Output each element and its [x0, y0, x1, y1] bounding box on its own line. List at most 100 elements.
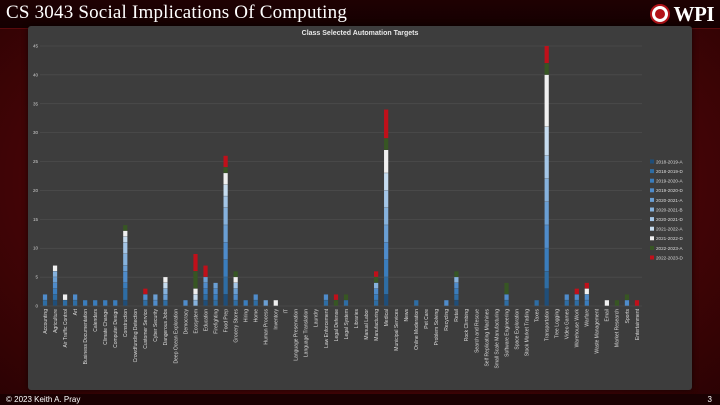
x-tick-label: Human Process — [264, 309, 270, 345]
bar-segment — [253, 300, 258, 306]
bar-segment — [544, 271, 549, 289]
bar-segment — [52, 265, 58, 272]
bar-segment — [384, 138, 389, 150]
bar-segment — [213, 282, 218, 289]
bar-segment — [52, 288, 58, 295]
bar-segment — [203, 265, 208, 277]
bar-segment — [384, 109, 389, 139]
bar-segment — [574, 288, 579, 295]
bar-segment — [93, 300, 98, 306]
x-tick-label: Market Research — [615, 309, 621, 347]
x-tick-label: Food Prep — [223, 309, 229, 333]
page-number: 3 — [707, 395, 712, 404]
x-tick-label: Language Translation — [304, 309, 310, 357]
bar-segment — [233, 294, 238, 300]
bar-segment — [193, 300, 198, 306]
bar-segment — [52, 282, 58, 289]
x-tick-label: Self Replicating Machines — [484, 309, 490, 367]
wpi-logo: WPI — [649, 1, 715, 26]
x-tick-label: Dangerous Jobs — [163, 309, 169, 346]
bar-segment — [544, 155, 549, 179]
bar-segment — [384, 259, 389, 277]
bar-segment — [384, 207, 389, 225]
x-tick-label: Education — [203, 309, 209, 331]
x-tick-label: Video Games — [565, 309, 571, 340]
bar-segment — [544, 248, 549, 272]
bar-segment — [534, 300, 539, 306]
legend-label: 2020-2021-A — [656, 198, 683, 203]
x-tick-label: Sports — [625, 309, 631, 324]
bar-segment — [203, 277, 208, 283]
bar-segment — [323, 294, 329, 300]
x-tick-label: Legal Defense — [334, 309, 340, 341]
bar-segment — [444, 300, 449, 306]
bar-segment — [263, 300, 268, 306]
chart-panel: Class Selected Automation Targets 0 5 10 15… — [28, 26, 692, 390]
bar-segment — [634, 300, 640, 306]
bar-segment — [454, 294, 459, 300]
stacked-bar-chart: 0 5 10 15 20 25 30 35 40 45 Accounting Agriculture A… — [33, 44, 684, 369]
bar-segment — [233, 288, 238, 295]
x-tick-label: Retail — [454, 309, 460, 322]
bar-segment — [203, 282, 208, 289]
y-tick-label: 10 — [33, 246, 39, 251]
bar-segment — [193, 294, 198, 300]
bar-segment — [374, 294, 379, 300]
bar-segment — [604, 300, 609, 306]
bar-segment — [163, 277, 168, 283]
x-tick-label: Space Exploration — [514, 309, 520, 350]
x-tick-label: Business Documentation — [83, 309, 89, 365]
logo-text: WPI — [673, 1, 715, 26]
x-tick-label: Calendars — [93, 309, 99, 332]
bar-segment — [584, 288, 589, 295]
bar-segment — [203, 294, 208, 300]
bar-segment — [163, 300, 168, 306]
bar-segment — [193, 288, 198, 295]
bar-segment — [273, 300, 278, 306]
legend-label: 2019-2020-D — [656, 188, 683, 193]
slide-title: CS 3043 Social Implications Of Computing — [6, 2, 348, 23]
x-tick-label: IT — [284, 309, 290, 313]
x-tick-label: Medical — [384, 309, 390, 326]
bar-segment — [83, 300, 88, 306]
bar-segment — [233, 277, 238, 283]
x-tick-label: Deep Ocean Exploration — [173, 309, 179, 364]
bar-segment — [223, 207, 228, 225]
bar-segment — [374, 300, 379, 306]
legend-swatch — [650, 159, 654, 164]
bar-segment — [223, 167, 228, 173]
bar-segment — [223, 155, 228, 168]
bar-segment — [374, 282, 379, 289]
bar-segment — [564, 300, 569, 306]
bar-segment — [123, 225, 128, 231]
bar-segment — [42, 300, 48, 306]
x-tick-label: Grocery Stores — [233, 309, 239, 343]
bar-segment — [123, 242, 128, 254]
x-tick-label: Stock Market Trading — [524, 309, 530, 356]
bar-segment — [163, 282, 168, 289]
legend-swatch — [650, 197, 654, 202]
bar-segment — [42, 294, 48, 300]
legend-swatch — [650, 226, 654, 231]
bar-segment — [584, 300, 589, 306]
bar-segment — [384, 173, 389, 191]
legend-label: 2022-2023-A — [656, 246, 683, 251]
chart-title: Class Selected Automation Targets — [301, 30, 419, 37]
bar-segment — [454, 288, 459, 295]
x-tick-label: Ecosystem — [193, 309, 199, 333]
bar-segment — [143, 300, 148, 306]
x-tick-label: Construction — [123, 309, 129, 337]
legend-label: 2018-2019-A — [656, 159, 683, 164]
bar-segment — [384, 190, 389, 208]
bar-segment — [333, 300, 339, 306]
bar-segment — [454, 277, 459, 283]
x-tick-label: Warehouse Work — [575, 309, 581, 348]
bar-segment — [223, 184, 228, 196]
x-tick-label: Search and Rescue — [474, 309, 480, 353]
y-tick-label: 45 — [33, 44, 39, 49]
bar-segment — [213, 300, 218, 306]
legend-swatch — [650, 245, 654, 250]
bar-segment — [374, 271, 379, 277]
x-tick-label: Software Engineering — [504, 309, 510, 357]
legend-label: 2020-2021-B — [656, 207, 683, 212]
